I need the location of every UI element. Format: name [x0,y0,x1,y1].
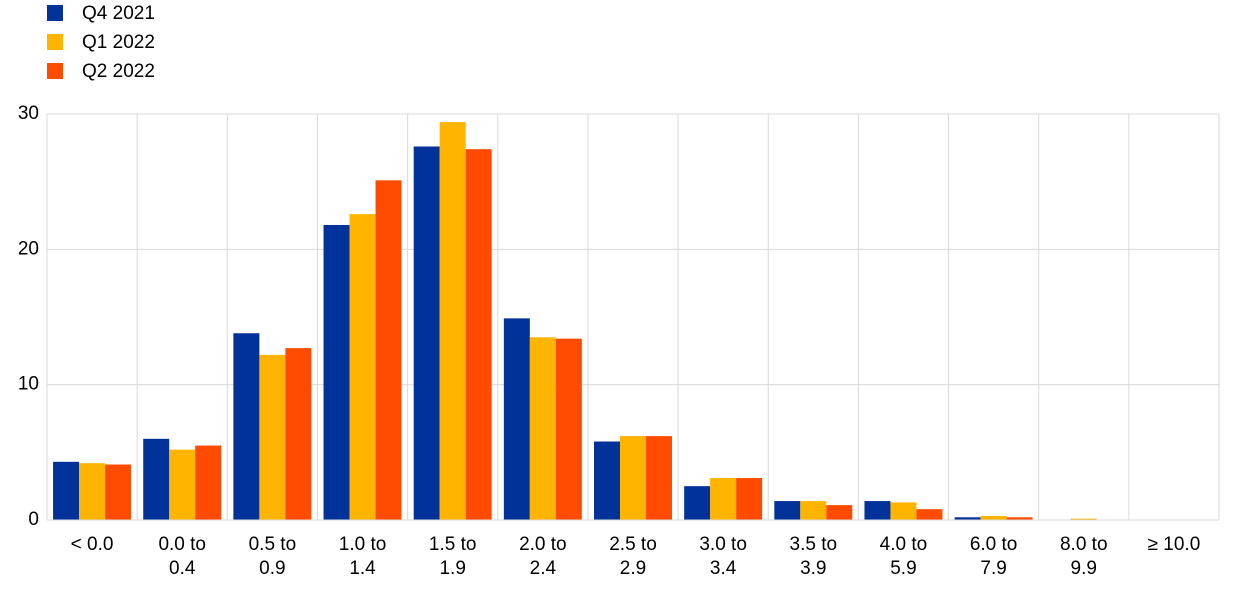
x-tick-label: 0.5 to 0.9 [248,534,297,579]
x-tick-label: 1.5 to 1.9 [428,534,477,579]
bar [169,449,196,520]
x-tick-label: 1.0 to 1.4 [338,534,387,579]
bar [465,149,492,521]
x-tick-label: ≥ 10.0 [1147,534,1201,555]
bar [233,333,260,520]
y-tick-label: 20 [18,238,39,259]
legend-swatch [47,63,63,79]
bar [555,338,582,520]
bar [1070,518,1097,520]
x-tick-label: 3.0 to 3.4 [699,534,747,579]
bar [646,436,672,520]
bar [143,438,170,520]
bar [529,337,556,520]
legend-label: Q1 2022 [82,32,155,53]
bar [375,180,402,520]
bar [620,436,646,520]
bar [79,463,106,520]
legend-swatch [47,5,63,21]
bar [323,224,350,520]
y-tick-label: 0 [28,509,39,530]
x-tick-label: 4.0 to 5.9 [879,534,928,579]
bar [710,478,737,520]
x-tick-label: 2.5 to 2.9 [609,534,657,579]
bar [954,517,981,520]
bar [684,486,711,520]
bar [259,354,286,520]
bar [195,445,222,520]
bar [285,348,312,520]
bar [1006,517,1033,520]
bar [916,509,943,520]
x-tick-label: < 0.0 [70,534,114,555]
bar [439,122,466,521]
bar [594,441,620,520]
bar [105,464,132,520]
x-tick-label: 3.5 to 3.9 [789,534,838,579]
x-tick-label: 6.0 to 7.9 [969,534,1018,579]
bar [826,505,853,520]
bar [53,461,80,520]
bar [413,146,440,521]
bar [774,501,801,520]
y-tick-label: 10 [18,374,39,395]
bar [736,478,763,520]
bar [503,318,530,520]
bar [349,214,376,520]
x-tick-label: 2.0 to 2.4 [519,534,567,579]
x-tick-label: 8.0 to 9.9 [1059,534,1108,579]
legend-swatch [47,34,63,50]
legend-label: Q4 2021 [82,3,155,24]
legend-label: Q2 2022 [82,61,155,82]
y-tick-label: 30 [18,103,39,124]
bar [890,502,917,520]
bar [800,501,827,520]
x-tick-label: 0.0 to 0.4 [158,534,206,579]
bar [980,515,1007,520]
bar [864,501,891,520]
